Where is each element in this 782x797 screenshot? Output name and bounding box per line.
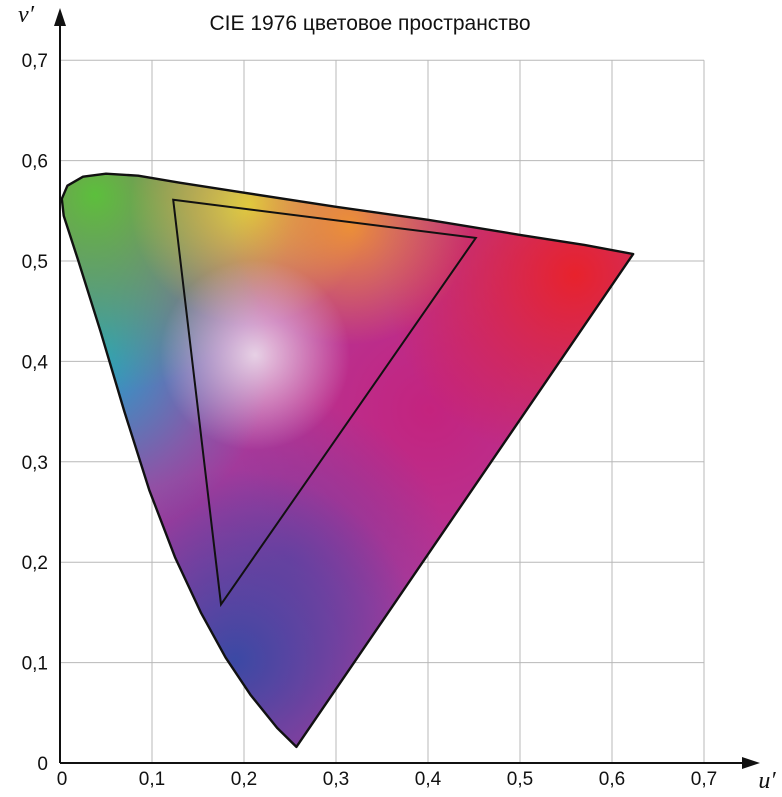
x-tick-label: 0,4 xyxy=(415,769,442,790)
x-tick-label: 0,2 xyxy=(231,769,257,790)
x-tick-label: 0,5 xyxy=(507,769,533,790)
y-tick-label: 0,1 xyxy=(22,654,48,675)
y-axis-label: v′ xyxy=(18,2,35,28)
x-tick-label: 0,7 xyxy=(691,769,717,790)
x-tick-label: 0,1 xyxy=(139,769,165,790)
tick-labels: 0 0,1 0,2 0,3 0,4 0,5 0,6 0,7 0 0,1 0,2 0,3 0,4 0,5 0,… xyxy=(22,51,718,790)
x-tick-label: 0,3 xyxy=(323,769,349,790)
chart-title: CIE 1976 цветовое пространство xyxy=(209,12,530,35)
y-axis-arrow xyxy=(54,8,66,26)
y-tick-label: 0,5 xyxy=(22,252,48,273)
y-tick-label: 0,2 xyxy=(22,553,48,574)
x-axis-label: u′ xyxy=(758,768,776,794)
spectral-locus-outline xyxy=(60,172,635,749)
spectral-locus xyxy=(60,172,635,749)
gamut-triangle xyxy=(172,198,478,608)
axes xyxy=(54,8,760,769)
y-tick-label: 0 xyxy=(37,754,48,775)
y-tick-label: 0,7 xyxy=(22,51,48,72)
x-axis-arrow xyxy=(742,757,760,769)
x-tick-label: 0,6 xyxy=(599,769,625,790)
y-tick-label: 0,6 xyxy=(22,152,48,173)
x-tick-label: 0 xyxy=(57,769,68,790)
y-tick-label: 0,3 xyxy=(22,453,48,474)
y-tick-label: 0,4 xyxy=(22,352,49,373)
